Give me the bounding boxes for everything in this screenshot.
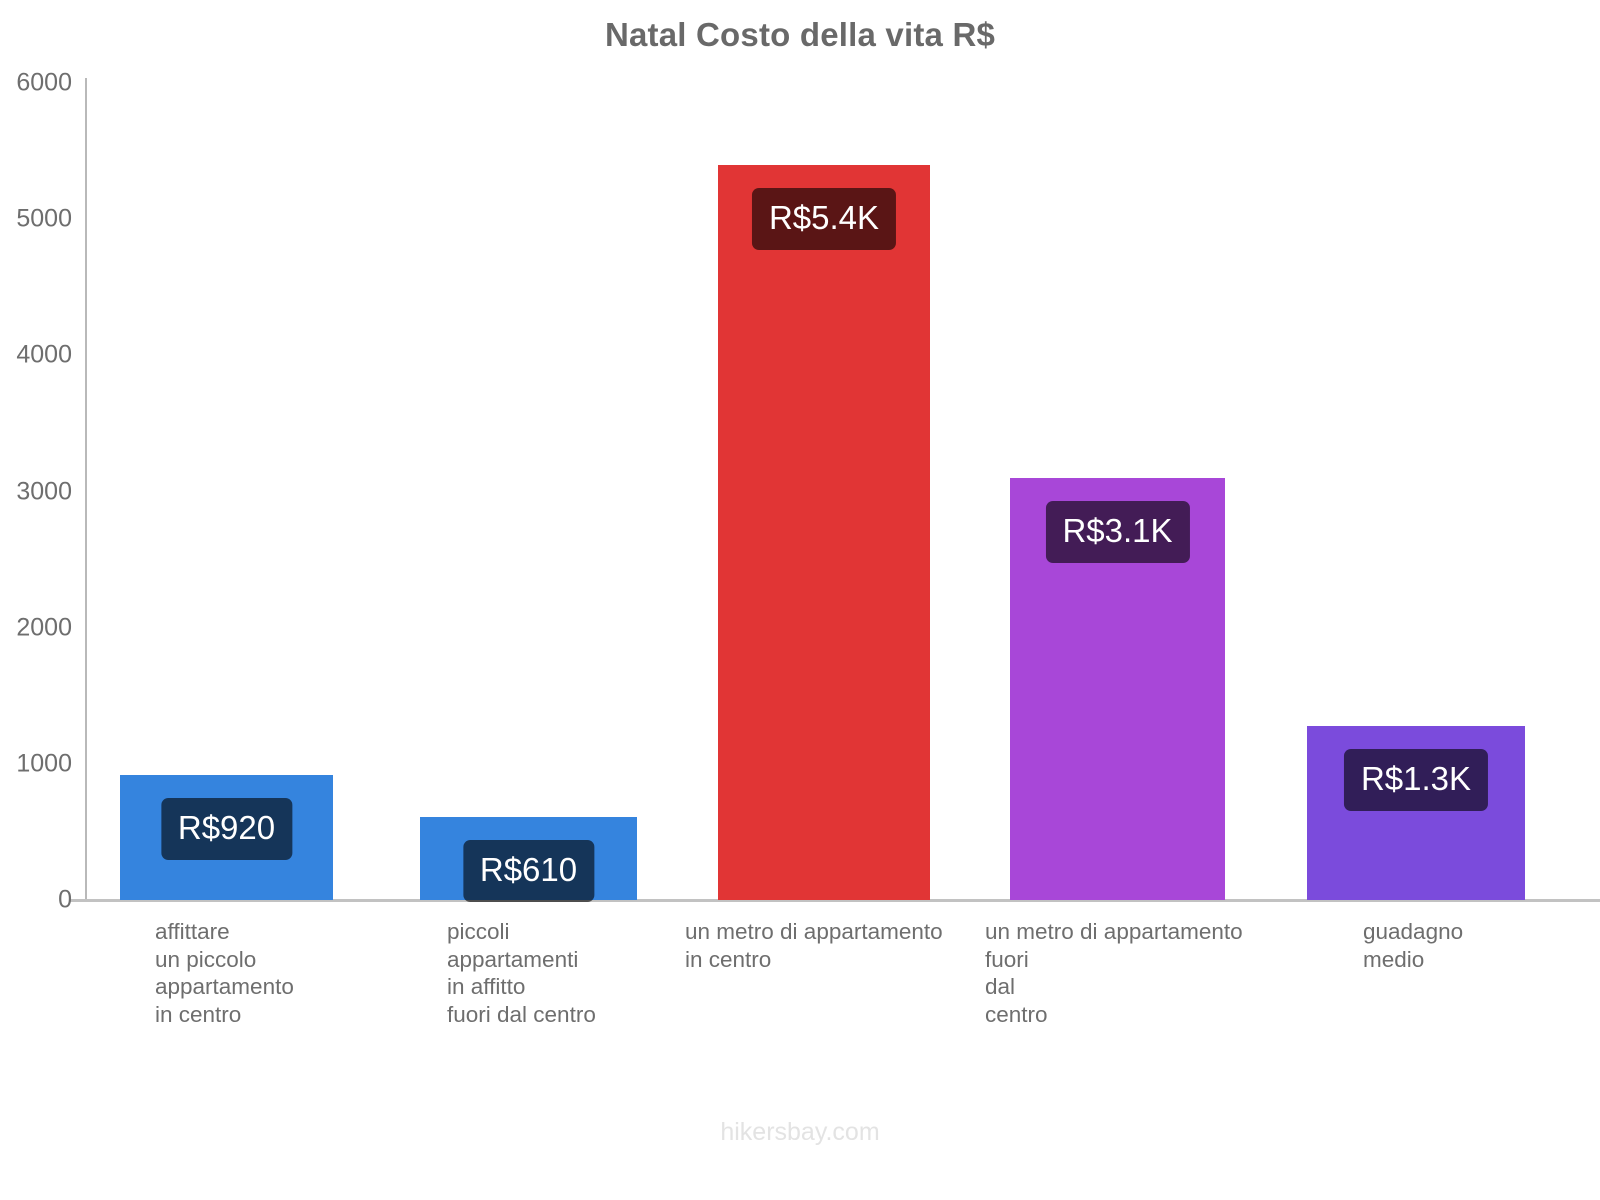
y-axis-tick-2000: 2000	[16, 613, 72, 642]
bar-value-label-1: R$920	[160, 797, 293, 860]
y-axis-tick-3000: 3000	[16, 477, 72, 505]
category-label-1: affittare un piccolo appartamento in cen…	[155, 919, 294, 1027]
y-axis-line	[85, 78, 87, 902]
y-axis-tick-6000: 6000	[16, 68, 72, 97]
bar-3[interactable]	[718, 164, 930, 900]
y-axis-tick-5000: 5000	[16, 204, 72, 233]
bar-value-label-5: R$1.3K	[1343, 748, 1489, 811]
x-axis-line	[70, 899, 1600, 902]
category-label-3: un metro di appartamento in centro	[685, 919, 943, 972]
footer-watermark: hikersbay.com	[720, 1118, 880, 1146]
bar-value-label-2: R$610	[462, 839, 595, 902]
bar-value-label-3: R$5.4K	[751, 187, 897, 250]
y-axis-tick-1000: 1000	[16, 749, 72, 778]
y-axis-tick-0: 0	[58, 885, 72, 914]
category-label-2: piccoli appartamenti in affitto fuori da…	[447, 919, 596, 1027]
category-label-5: guadagno medio	[1363, 919, 1464, 972]
category-label-4: un metro di appartamento fuori dal centr…	[985, 919, 1243, 1027]
y-axis-tick-4000: 4000	[16, 340, 72, 369]
page-title: Natal Costo della vita R$	[604, 16, 996, 53]
bar-value-label-4: R$3.1K	[1045, 500, 1190, 563]
